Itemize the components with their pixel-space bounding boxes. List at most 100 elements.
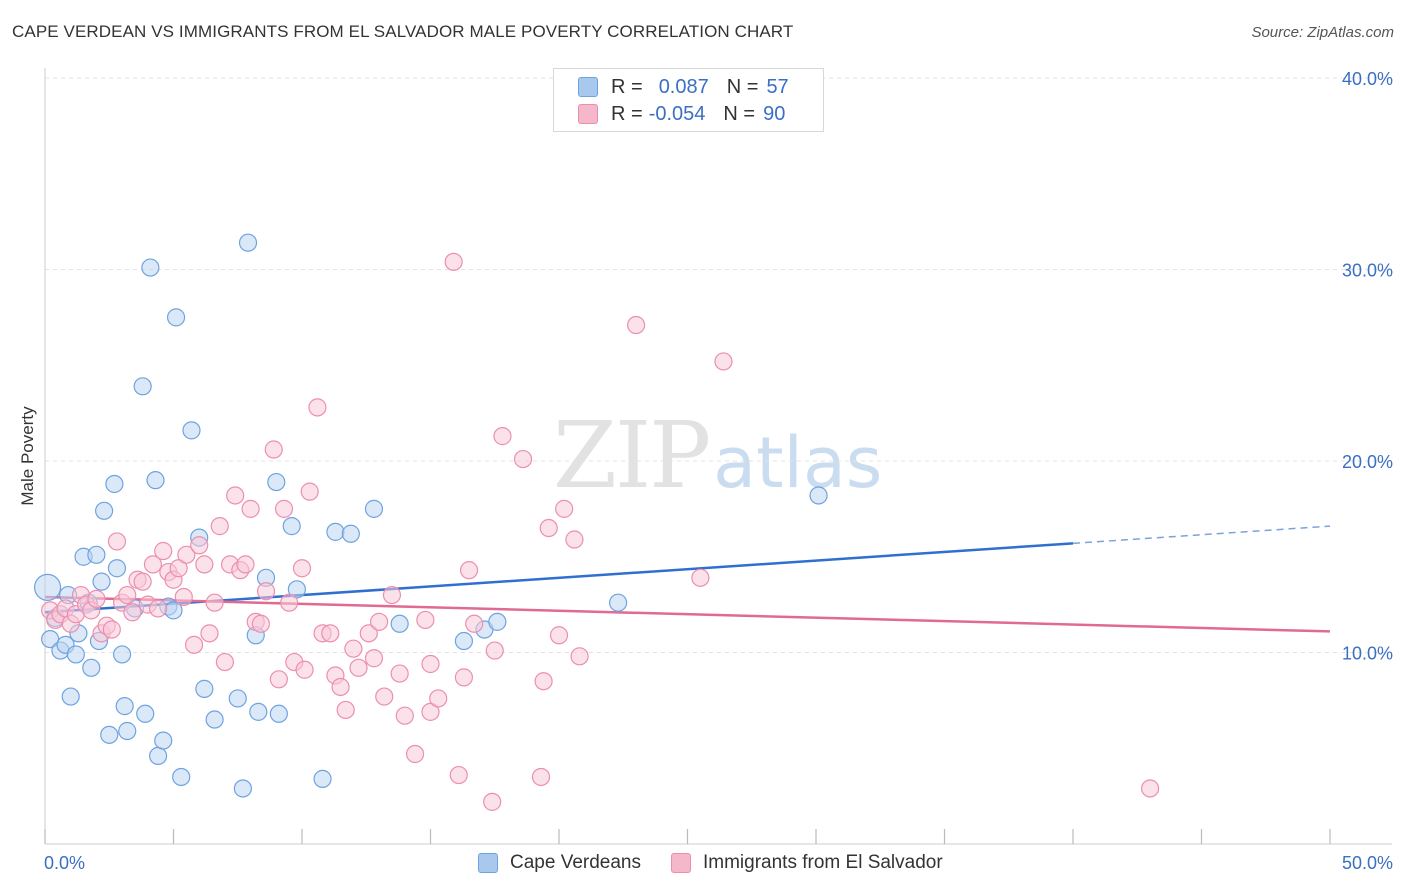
point-cape-verdean — [141, 258, 160, 277]
point-cape-verdean — [238, 233, 258, 252]
data-points — [33, 233, 1160, 811]
point-el-salvador — [143, 555, 163, 574]
point-cape-verdean — [182, 421, 201, 440]
point-el-salvador — [292, 559, 312, 578]
point-el-salvador — [416, 610, 435, 630]
watermark: ZIPatlas — [553, 402, 882, 509]
watermark-zip: ZIP — [553, 402, 711, 509]
point-el-salvador — [200, 624, 219, 643]
point-el-salvador — [344, 639, 363, 658]
point-cape-verdean — [87, 545, 106, 564]
point-el-salvador — [280, 593, 299, 612]
point-cape-verdean — [148, 746, 168, 766]
source-label: Source: ZipAtlas.com — [1251, 24, 1394, 41]
point-el-salvador — [359, 624, 378, 643]
point-cape-verdean — [82, 658, 101, 677]
point-cape-verdean — [61, 687, 80, 706]
point-el-salvador — [321, 624, 340, 643]
point-el-salvador — [555, 499, 574, 518]
y-tick-label: 20.0% — [1342, 452, 1393, 472]
legend-row-el-salvador: R = -0.054 N = 90 — [578, 101, 785, 127]
legend-label: Cape Verdeans — [510, 852, 641, 873]
point-cape-verdean — [249, 702, 268, 721]
legend-n-value: 90 — [763, 102, 786, 125]
point-el-salvador — [370, 612, 389, 631]
point-cape-verdean — [118, 721, 137, 741]
point-el-salvador — [251, 614, 270, 633]
point-cape-verdean — [282, 517, 301, 536]
point-cape-verdean — [228, 689, 247, 708]
point-cape-verdean — [112, 645, 132, 664]
point-el-salvador — [205, 593, 224, 612]
point-el-salvador — [539, 518, 558, 538]
correlation-legend: R = 0.087 N = 57 R = -0.054 N = 90 — [553, 68, 824, 132]
legend-item-el-salvador[interactable]: Immigrants from El Salvador — [671, 852, 943, 874]
point-el-salvador — [226, 486, 245, 505]
legend-swatch-blue — [478, 853, 498, 873]
axes — [44, 68, 1392, 845]
legend-n-label: N = — [726, 75, 759, 98]
point-el-salvador — [177, 545, 196, 564]
trend-line-el-salvador — [44, 595, 1331, 633]
point-cape-verdean — [154, 731, 173, 750]
point-cape-verdean — [172, 767, 191, 787]
point-cape-verdean — [233, 779, 252, 798]
point-cape-verdean — [205, 710, 224, 729]
point-el-salvador — [531, 767, 551, 787]
y-tick-label: 30.0% — [1342, 261, 1393, 281]
point-el-salvador — [626, 315, 646, 335]
point-el-salvador — [300, 482, 319, 501]
point-cape-verdean — [364, 499, 384, 518]
point-el-salvador — [691, 568, 710, 587]
point-cape-verdean — [115, 697, 134, 716]
point-el-salvador — [210, 517, 229, 536]
legend-r-label: R = — [611, 102, 643, 125]
point-el-salvador — [493, 427, 512, 446]
legend-r-label: R = — [611, 75, 643, 98]
point-el-salvador — [570, 647, 589, 666]
point-cape-verdean — [136, 704, 155, 723]
point-el-salvador — [87, 589, 106, 608]
point-cape-verdean — [809, 486, 828, 505]
point-el-salvador — [123, 603, 142, 622]
point-el-salvador — [107, 532, 127, 551]
point-el-salvador — [102, 620, 121, 639]
point-cape-verdean — [341, 524, 360, 543]
point-el-salvador — [154, 541, 173, 561]
point-el-salvador — [118, 585, 137, 605]
point-el-salvador — [215, 652, 234, 672]
point-cape-verdean — [33, 573, 62, 601]
point-el-salvador — [382, 585, 402, 605]
point-el-salvador — [395, 706, 414, 725]
point-el-salvador — [714, 352, 733, 371]
point-cape-verdean — [267, 472, 286, 492]
point-el-salvador — [405, 744, 425, 764]
point-cape-verdean — [269, 704, 288, 723]
watermark-atlas: atlas — [713, 422, 883, 504]
point-cape-verdean — [609, 593, 628, 612]
legend-item-cape-verdeans[interactable]: Cape Verdeans — [478, 852, 641, 874]
point-cape-verdean — [313, 769, 332, 788]
point-el-salvador — [444, 252, 463, 271]
tick-labels: 10.0% 20.0% 30.0% 40.0% 0.0% 50.0% — [44, 69, 1393, 873]
point-el-salvador — [449, 765, 468, 785]
chart-title: CAPE VERDEAN VS IMMIGRANTS FROM EL SALVA… — [12, 22, 794, 41]
point-el-salvador — [236, 555, 255, 574]
point-el-salvador — [485, 641, 504, 660]
point-cape-verdean — [92, 572, 111, 591]
point-cape-verdean — [166, 308, 186, 327]
point-el-salvador — [295, 660, 314, 679]
point-el-salvador — [565, 530, 584, 549]
y-axis-label: Male Poverty — [18, 406, 37, 506]
legend-row-cape-verdeans: R = 0.087 N = 57 — [578, 74, 789, 100]
point-el-salvador — [269, 670, 288, 689]
point-el-salvador — [534, 672, 553, 691]
x-tick-label: 0.0% — [44, 853, 85, 873]
point-cape-verdean — [100, 725, 119, 744]
point-el-salvador — [148, 599, 168, 618]
point-cape-verdean — [326, 522, 345, 541]
point-el-salvador — [465, 614, 484, 633]
point-el-salvador — [549, 626, 569, 645]
trend-line-cape-verdeans-extension — [1072, 525, 1331, 545]
point-el-salvador — [133, 572, 152, 591]
